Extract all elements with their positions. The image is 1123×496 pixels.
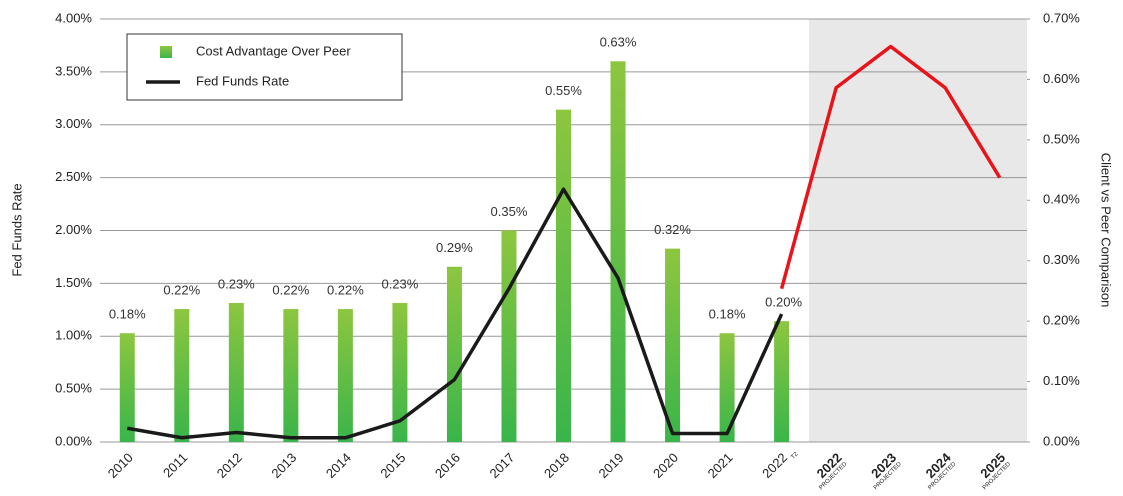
value-label: 0.55% — [545, 83, 582, 98]
y2-tick-label: 0.40% — [1043, 192, 1080, 207]
x-tick-label: 2011 — [160, 450, 190, 480]
x-tick-label: 2015 — [377, 450, 408, 481]
x-tick: 2015 — [377, 450, 408, 481]
legend-box — [126, 33, 403, 101]
x-tick: 2017 — [486, 450, 517, 481]
x-tick: 2010 — [105, 450, 136, 481]
x-tick-label: 2014 — [323, 450, 354, 481]
background-layer — [100, 18, 1030, 443]
y-tick-label: 1.50% — [55, 275, 92, 290]
y-tick-label: 0.50% — [55, 381, 92, 396]
x-tick-label: 2020 — [650, 450, 681, 481]
x-tick-label: 2018 — [541, 450, 572, 481]
y2-tick-label: 0.60% — [1043, 71, 1080, 86]
y2-tick-label: 0.50% — [1043, 131, 1080, 146]
y-tick-label: 0.00% — [55, 433, 92, 448]
y2-tick-label: 0.10% — [1043, 373, 1080, 388]
legend-swatch — [160, 46, 172, 58]
x-tick-label: 2010 — [105, 450, 136, 481]
value-label: 0.23% — [381, 276, 418, 291]
value-label: 0.35% — [491, 204, 528, 219]
bar — [774, 321, 790, 442]
y2-tick-label: 0.00% — [1043, 433, 1080, 448]
x-tick-label: 2013 — [268, 450, 299, 481]
x-tick: 2018 — [541, 450, 572, 481]
x-tick: 2011 — [160, 450, 190, 480]
y-tick-label: 3.00% — [55, 116, 92, 131]
bar — [719, 333, 735, 442]
x-tick: 2019 — [596, 450, 627, 481]
y2-tick-label: 0.70% — [1043, 10, 1080, 25]
value-label: 0.22% — [272, 282, 309, 297]
value-label: 0.32% — [654, 222, 691, 237]
legend-label: Cost Advantage Over Peer — [196, 43, 351, 58]
x-tick: 2013 — [268, 450, 299, 481]
y-tick-label: 2.50% — [55, 169, 92, 184]
bar — [337, 309, 353, 442]
y2-tick-label: 0.30% — [1043, 252, 1080, 267]
value-label: 0.18% — [709, 307, 746, 322]
y-tick-label: 1.00% — [55, 328, 92, 343]
value-label: 0.22% — [327, 282, 364, 297]
bar — [119, 333, 135, 442]
bar — [665, 248, 681, 442]
x-tick: 2014 — [323, 450, 354, 481]
x-tick-label: 2012 — [214, 450, 245, 481]
projection-line — [779, 44, 1002, 290]
bar — [556, 109, 571, 443]
bar — [392, 303, 408, 442]
x-tick-label: 2019 — [596, 450, 627, 481]
bar — [174, 309, 190, 442]
bar — [610, 61, 626, 443]
legend-label: Fed Funds Rate — [196, 73, 289, 88]
y2-axis-title: Client vs Peer Comparison — [1099, 153, 1114, 308]
value-label: 0.23% — [218, 276, 255, 291]
bar — [501, 230, 517, 442]
bar — [446, 266, 462, 442]
legend: Cost Advantage Over Peer Fed Funds Rate — [126, 33, 403, 101]
line-series — [126, 187, 784, 440]
x-tick: 2012 — [214, 450, 245, 481]
value-label: 0.29% — [436, 240, 473, 255]
value-label: 0.20% — [765, 295, 802, 310]
value-label: 0.63% — [600, 35, 637, 50]
x-tick-note: T2 — [790, 451, 800, 461]
y-tick-label: 4.00% — [55, 10, 92, 25]
value-label: 0.18% — [109, 307, 146, 322]
bar — [283, 309, 299, 442]
bar — [228, 303, 244, 442]
x-tick: 2016 — [432, 450, 463, 481]
x-tick: 2021 — [705, 450, 736, 481]
value-label: 0.22% — [163, 282, 200, 297]
x-tick-label: 2022 — [759, 450, 790, 481]
y2-tick-label: 0.20% — [1043, 313, 1080, 328]
x-tick-label: 2021 — [705, 450, 736, 481]
y-axis-title: Fed Funds Rate — [9, 183, 24, 276]
x-tick-label: 2017 — [486, 450, 517, 481]
x-tick: 2022 T2 — [759, 450, 800, 481]
y-tick-label: 2.00% — [55, 222, 92, 237]
y-tick-label: 3.50% — [55, 63, 92, 78]
x-tick-label: 2016 — [432, 450, 463, 481]
x-tick: 2020 — [650, 450, 681, 481]
